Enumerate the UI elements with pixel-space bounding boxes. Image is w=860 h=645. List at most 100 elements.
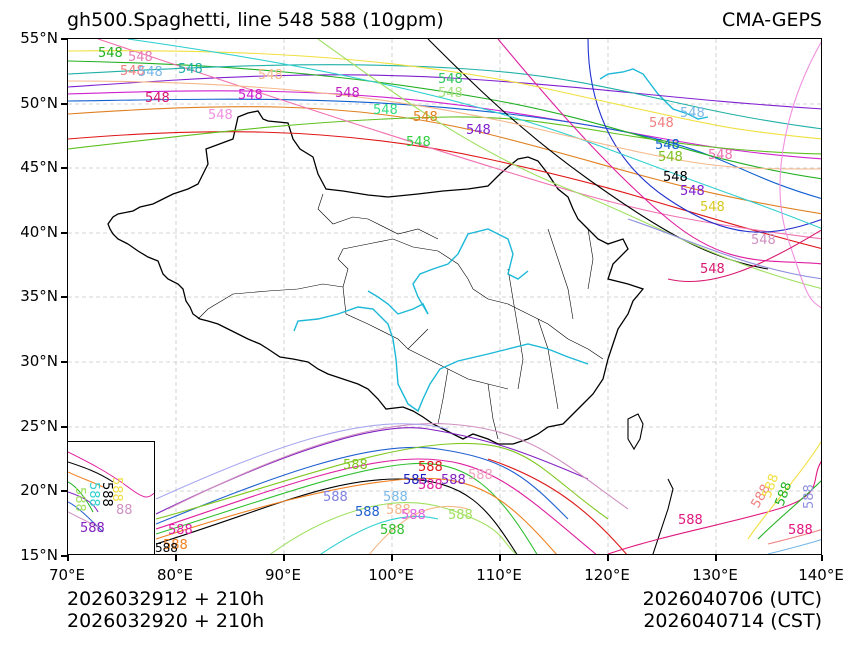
y-tick-mark [61,555,67,557]
contour-label: 548 [751,233,776,248]
rivers [293,68,709,413]
contour-label: 588 [678,513,703,528]
contour-label: 548 [680,106,705,121]
contour-label: 548 [208,108,233,123]
x-tick-label: 80°E [156,566,194,584]
x-tick-mark [499,555,501,561]
y-tick-label: 30°N [20,352,58,370]
init-time-2: 2026032920 + 210h [67,610,265,632]
contour-label: 548 [663,170,688,185]
map-canvas: 548 548 548 548 548 548 548 548 548 548 … [68,39,821,554]
y-tick-label: 25°N [20,417,58,435]
map-panel[interactable]: 548 548 548 548 548 548 548 548 548 548 … [67,38,822,555]
svg-text:88: 88 [116,503,133,518]
contours-588 [155,423,821,554]
contour-label: 548 [258,68,283,83]
valid-times: 2026040706 (UTC) 2026040714 (CST) [643,588,822,632]
x-tick-label: 130°E [692,566,738,584]
contour-label: 548 [680,184,705,199]
y-tick-mark [61,490,67,492]
x-tick-mark [283,555,285,561]
svg-text:588: 588 [109,477,124,502]
contour-label: 548 [655,138,680,153]
contours-548 [68,39,821,309]
contour-label: 548 [406,135,431,150]
y-tick-mark [61,38,67,40]
svg-text:588: 588 [86,482,101,507]
y-tick-mark [61,103,67,105]
contour-label: 588 [418,460,443,475]
contour-label: 548 [649,116,674,131]
valid-time-utc: 2026040706 (UTC) [642,588,822,610]
y-tick-mark [61,426,67,428]
country-border [107,110,645,445]
y-tick-mark [61,232,67,234]
chart-title: gh500.Spaghetti, line 548 588 (10gpm) [67,9,444,31]
x-tick-label: 90°E [264,566,302,584]
init-times: 2026032912 + 210h 2026032920 + 210h [67,588,264,632]
y-tick-mark [61,296,67,298]
x-tick-mark [175,555,177,561]
x-tick-mark [715,555,717,561]
y-tick-label: 35°N [20,287,58,305]
contour-label: 588 [383,490,408,505]
x-tick-label: 70°E [48,566,86,584]
contour-label: 588 [401,508,426,523]
inset-map: 588 588 588 588 588 88 [67,441,155,555]
contour-label: 588 [380,523,405,538]
x-tick-mark [821,555,823,561]
x-tick-label: 120°E [584,566,630,584]
contour-label: 548 [145,91,170,106]
contour-label: 548 [128,50,153,65]
contour-label: 548 [700,200,725,215]
model-name: CMA-GEPS [721,9,822,31]
y-tick-label: 45°N [20,158,58,176]
contour-label: 548 [438,72,463,87]
contour-label: 548 [138,65,163,80]
y-tick-label: 50°N [20,94,58,112]
x-tick-mark [391,555,393,561]
y-tick-mark [61,167,67,169]
x-tick-mark [607,555,609,561]
province-borders [197,193,604,440]
svg-text:588: 588 [99,482,114,507]
contour-label: 548 [238,88,263,103]
contour-label: 588 [323,490,348,505]
contour-label: 548 [178,62,203,77]
x-tick-label: 140°E [798,566,844,584]
contour-label: 588 [788,523,813,538]
inset-label: 588 [155,541,178,555]
contour-label: 588 [441,473,466,488]
contour-label: 588 [448,508,473,523]
x-tick-label: 110°E [476,566,522,584]
init-time-1: 2026032912 + 210h [67,588,265,610]
contour-label: 548 [708,148,733,163]
contour-label: 548 [98,46,123,61]
contour-label: 588 [468,468,493,483]
labels-588: 588 588 585 588 588 588 588 588 588 588 … [163,458,817,553]
y-tick-label: 40°N [20,223,58,241]
y-tick-mark [61,361,67,363]
contour-label: 548 [700,262,725,277]
x-tick-mark [67,555,69,561]
contour-label: 588 [418,478,443,493]
contour-label: 548 [658,150,683,165]
contour-label: 548 [438,86,463,101]
contour-label: 588 [355,505,380,520]
y-tick-label: 20°N [20,481,58,499]
contour-label: 548 [335,86,360,101]
y-tick-label: 15°N [20,546,58,564]
inset-canvas: 588 588 588 588 588 88 [68,451,154,536]
contour-label: 588 [386,503,411,518]
contour-label: 588 [802,484,817,509]
y-tick-label: 55°N [20,29,58,47]
contour-label: 585 [403,473,428,488]
contour-label: 548 [413,110,438,125]
contour-label: 548 [373,103,398,118]
contour-label: 548 [466,123,491,138]
coastline [627,413,674,554]
contour-label: 588 [168,523,193,538]
contour-label: 588 [163,538,188,553]
contour-label: 548 [120,64,145,79]
svg-text:588: 588 [72,487,87,512]
